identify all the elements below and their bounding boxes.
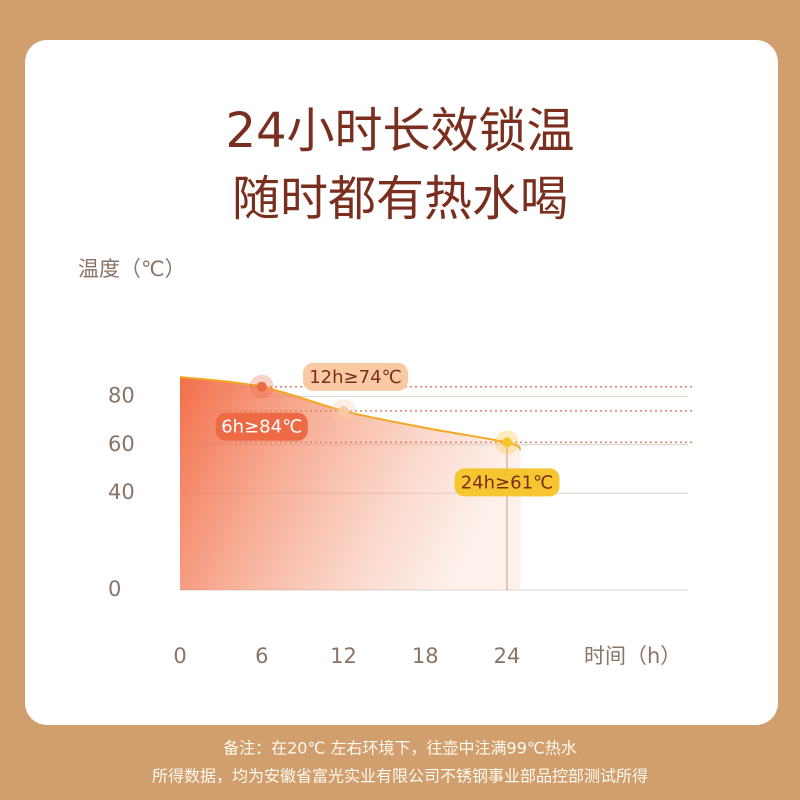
x-tick-label: 0 [173, 644, 186, 668]
point [502, 437, 512, 448]
y-tick-label: 60 [108, 432, 135, 456]
y-tick-label: 0 [108, 577, 121, 601]
point [256, 381, 267, 392]
footnote: 所得数据，均为安徽省富光实业有限公司不锈钢事业部品控部测试所得 [152, 767, 648, 786]
title-line: 24小时长效锁温 [225, 103, 574, 159]
x-tick-label: 18 [412, 644, 439, 668]
annotation-box [454, 468, 560, 497]
annotation-label: 12h≥74℃ [309, 367, 402, 388]
annotation-box [215, 412, 308, 441]
title-line: 随时都有热水喝 [232, 171, 568, 227]
y-axis-label: 温度（℃） [78, 257, 186, 281]
x-tick-label: 12 [330, 644, 357, 668]
y-tick-label: 40 [108, 480, 135, 504]
annotation-label: 6h≥84℃ [221, 417, 302, 438]
annotation-box [303, 362, 408, 391]
x-tick-label: 24 [494, 644, 521, 668]
x-axis-label: 时间（h） [584, 644, 681, 668]
annotation-label: 24h≥61℃ [461, 472, 554, 493]
footnote: 备注：在20℃ 左右环境下，往壶中注满99℃热水 [223, 739, 577, 758]
x-tick-label: 6 [255, 644, 268, 668]
plot: 0 40 60 80 0 6 12 18 24 6h≥84℃ 12h≥74℃ 24h≥61℃ [108, 362, 693, 668]
point [338, 405, 349, 416]
y-tick-label: 80 [108, 383, 135, 407]
